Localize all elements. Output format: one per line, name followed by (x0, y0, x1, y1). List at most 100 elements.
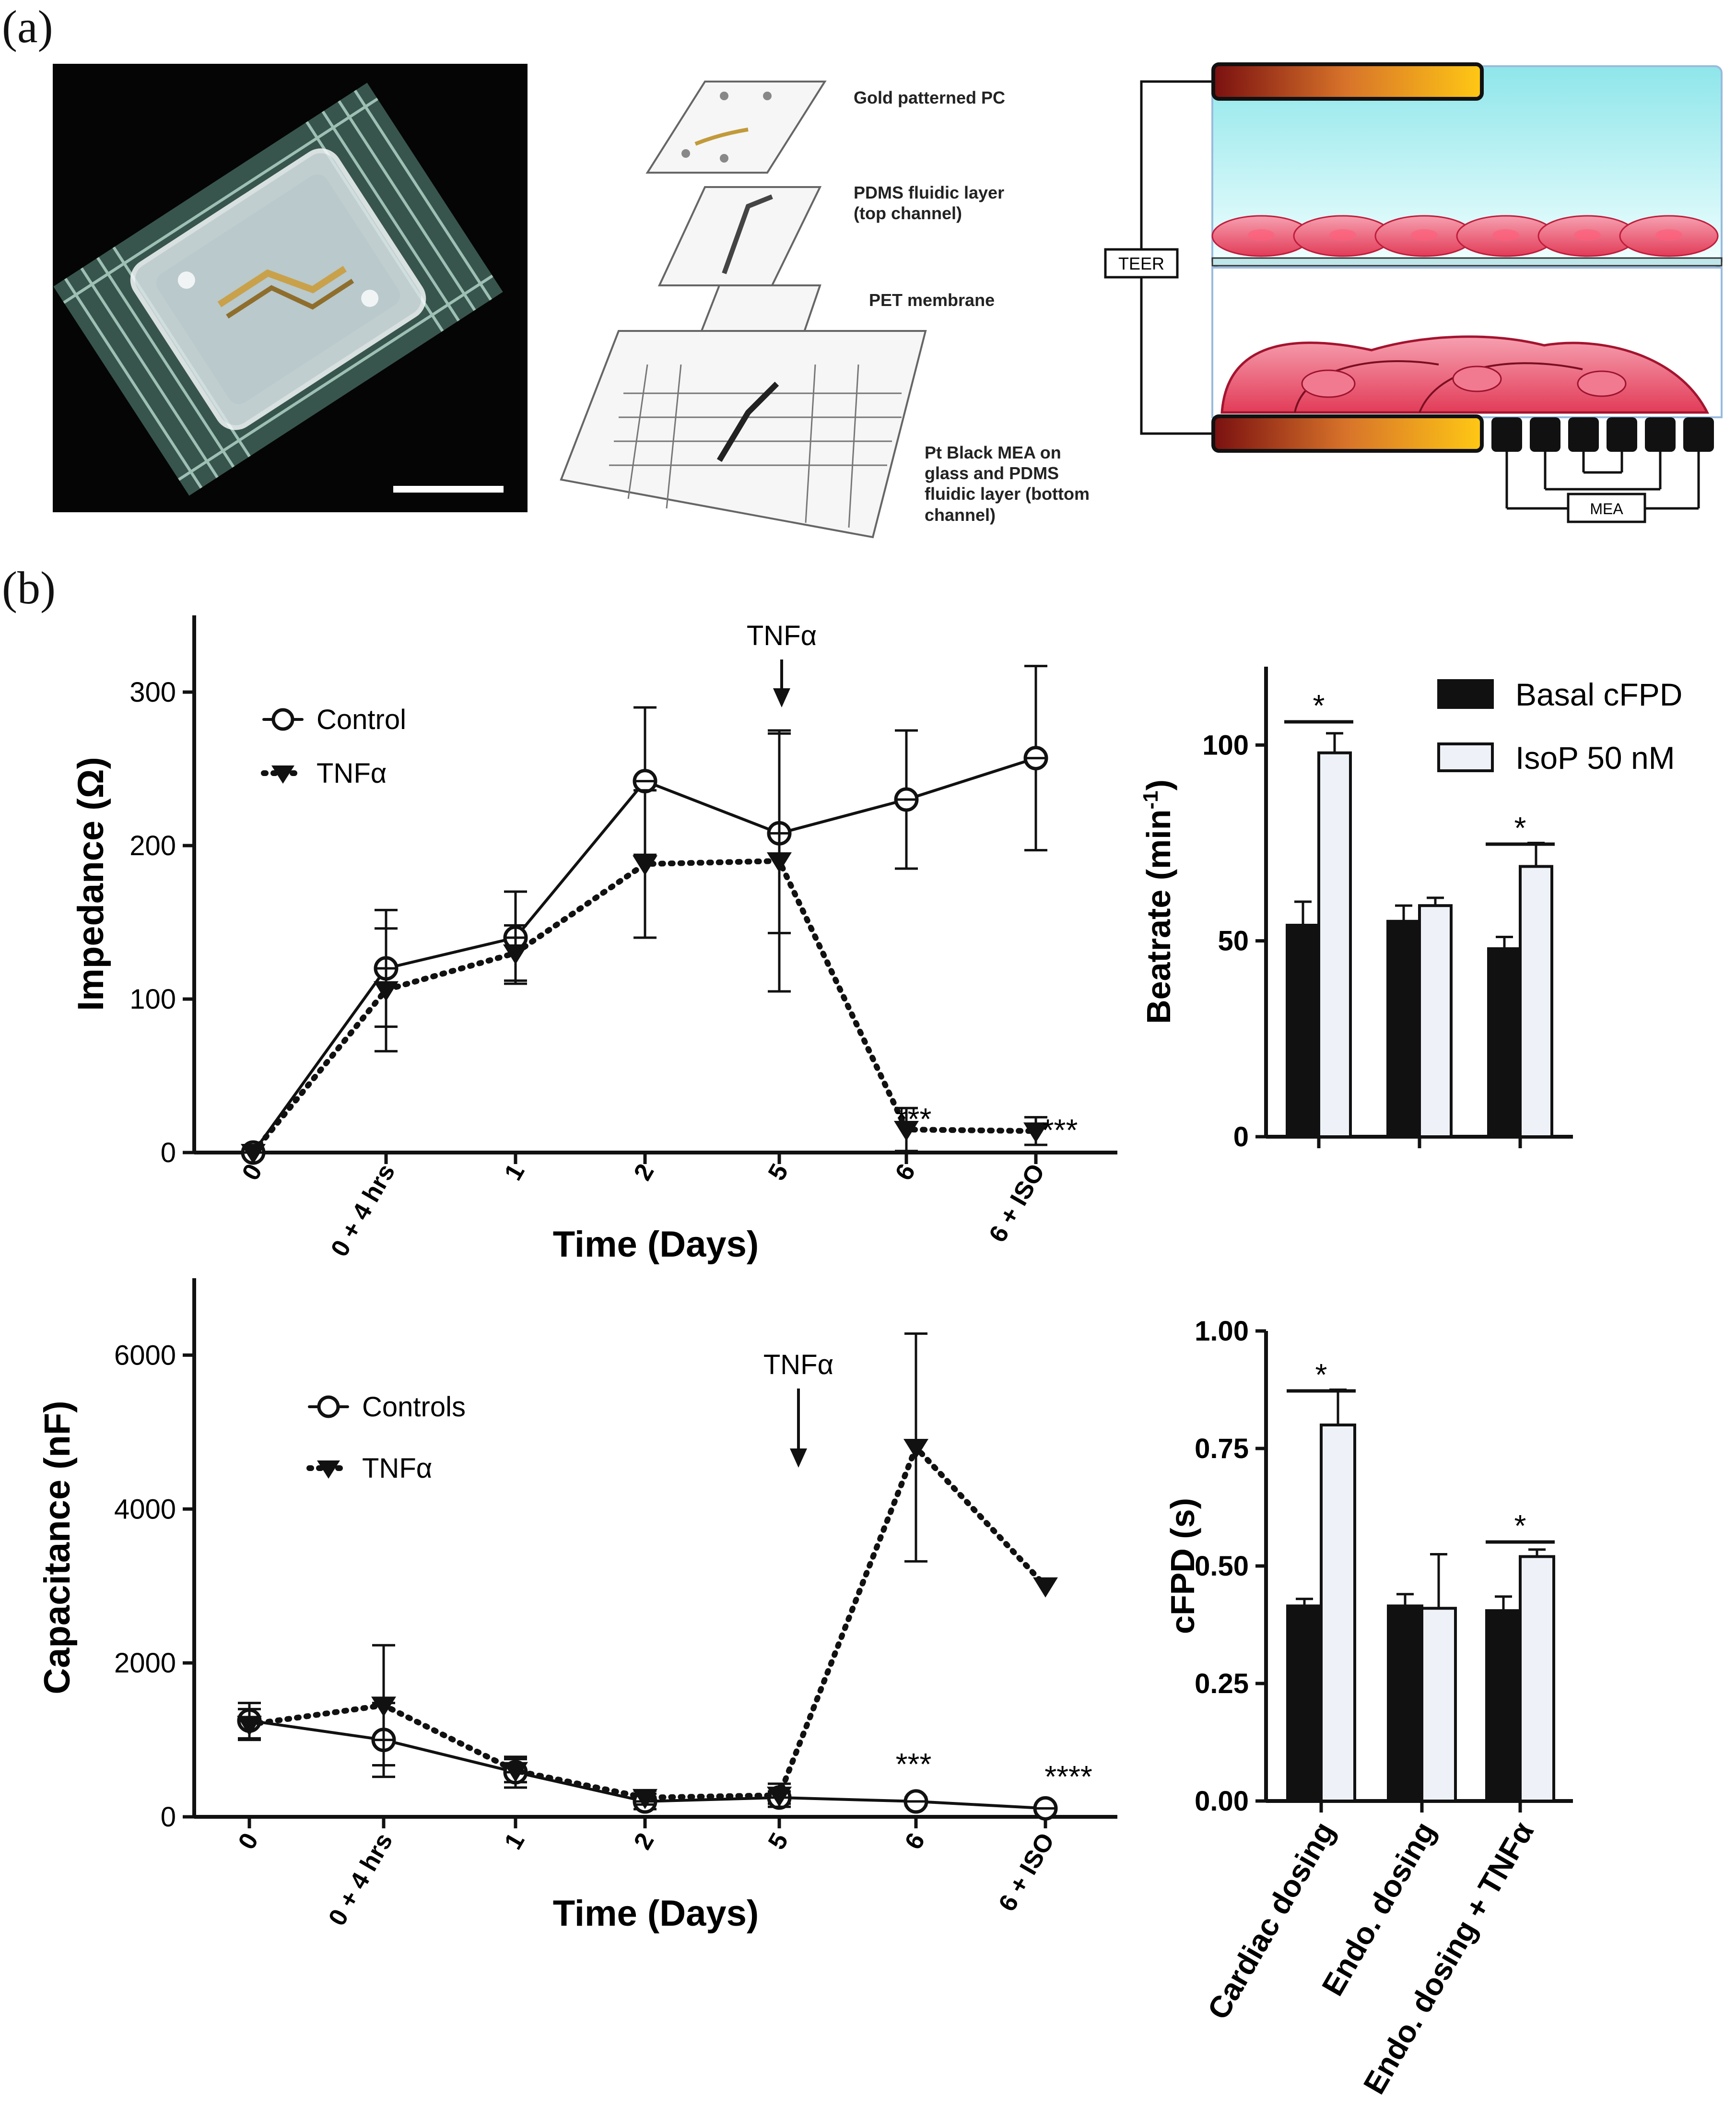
capacitance-xtick-label: 2 (629, 1828, 660, 1854)
impedance-point-triangle (503, 944, 528, 965)
cfpd-bar-basal (1485, 1609, 1522, 1803)
capacitance-legend-label: Controls (362, 1391, 466, 1423)
cfpd-chart: 0.00 0.25 0.50 0.75 1.00 cFPD (s) * * Cardiac do… (1164, 1316, 1573, 2100)
impedance-y-axis-title: Impedance (Ω) (70, 757, 111, 1011)
impedance-xtick-label: 0 + 4 hrs (326, 1159, 400, 1261)
capacitance-point-triangle (371, 1696, 396, 1717)
capacitance-xtick-label: 1 (499, 1828, 530, 1854)
cfpd-bar-isop (1519, 1555, 1555, 1802)
layer-label-pet: PET membrane (869, 290, 995, 310)
impedance-point-triangle (767, 852, 792, 872)
impedance-x-axis-title: Time (Days) (553, 1224, 759, 1265)
impedance-point-triangle (633, 855, 657, 876)
capacitance-series-line-1 (246, 1442, 1048, 1801)
capacitance-y-axis-title: Capacitance (nF) (37, 1401, 78, 1694)
cfpd-category-label: Endo. dosing + TNFα (1357, 1816, 1540, 2100)
capacitance-point-triangle (903, 1438, 928, 1459)
impedance-point-triangle (374, 981, 399, 1001)
beatrate-ytick-label: 0 (1233, 1121, 1249, 1153)
layer-label-pdms-top-line1: PDMS fluidic layer (854, 183, 1005, 202)
impedance-arrow-head (773, 688, 790, 707)
cfpd-significance-label: * (1315, 1357, 1327, 1392)
beatrate-legend-label: Basal cFPD (1515, 677, 1682, 712)
beatrate-legend-label: IsoP 50 nM (1515, 740, 1675, 776)
capacitance-legend-label: TNFα (362, 1453, 432, 1484)
cfpd-y-axis-title: cFPD (s) (1164, 1498, 1201, 1634)
layer-label-pdms-top-line2: (top channel) (854, 203, 962, 224)
capacitance-significance-label: **** (1044, 1759, 1092, 1794)
capacitance-point-triangle (767, 1787, 792, 1807)
capacitance-chart: 0 2000 4000 6000 0 0 + 4 hrs 1 2 5 6 6 + ISO Time (… (37, 1278, 1117, 1934)
capacitance-arrow-label: TNFα (763, 1349, 833, 1380)
capacitance-arrow-head (790, 1448, 807, 1468)
capacitance-point-triangle (237, 1716, 262, 1736)
cfpd-category-label: Cardiac dosing (1201, 1816, 1342, 2025)
cfpd-ytick-label: 0.50 (1195, 1551, 1249, 1582)
beatrate-bar-isop (1418, 904, 1453, 1138)
beatrate-chart: 0 50 100 Beatrate (min-1) * * Basal cFPD IsoP 5… (1139, 667, 1682, 1153)
capacitance-x-axis-title: Time (Days) (553, 1893, 759, 1934)
capacitance-ytick-label: 0 (161, 1801, 176, 1833)
layer-label-gold-pc: Gold patterned PC (854, 88, 1006, 107)
impedance-significance-label: *** (896, 1102, 932, 1136)
impedance-ytick-label: 200 (129, 830, 176, 861)
capacitance-legend-circle (317, 1395, 340, 1418)
layer-label-mea-line3: fluidic layer (bottom (925, 484, 1090, 504)
cfpd-bar-basal (1286, 1604, 1323, 1803)
capacitance-xtick-label: 6 (900, 1828, 931, 1854)
capacitance-point-triangle (633, 1789, 657, 1809)
beatrate-y-axis-title-main: Beatrate (min (1140, 810, 1177, 1024)
impedance-ytick-label: 300 (129, 677, 176, 708)
impedance-ytick-label: 0 (161, 1137, 176, 1168)
beatrate-significance-label: * (1514, 811, 1526, 845)
impedance-point-triangle (241, 1144, 266, 1164)
cfpd-bar-isop (1320, 1424, 1356, 1802)
capacitance-significance-label: *** (896, 1747, 932, 1781)
beatrate-legend-swatch (1437, 679, 1494, 709)
impedance-legend-label: Control (317, 704, 406, 735)
beatrate-bar-basal (1286, 924, 1320, 1138)
beatrate-y-axis-title-close: ) (1140, 779, 1177, 790)
capacitance-ytick-label: 6000 (114, 1340, 176, 1371)
capacitance-xtick-label: 5 (763, 1828, 794, 1854)
layer-label-mea: Pt Black MEA on glass and PDMS fluidic l… (925, 442, 1090, 525)
impedance-point-triangle (894, 1121, 919, 1141)
impedance-point-triangle (1023, 1122, 1048, 1143)
cfpd-ytick-label: 0.75 (1195, 1433, 1249, 1464)
beatrate-bar-basal (1386, 919, 1421, 1139)
impedance-significance-label: *** (1042, 1113, 1078, 1147)
cfpd-ytick-label: 0.00 (1195, 1786, 1249, 1817)
capacitance-xtick-label: 0 + 4 hrs (323, 1828, 398, 1930)
panel-label-a: (a) (2, 1, 53, 52)
layer-label-pdms-top: PDMS fluidic layer (top channel) (854, 182, 1004, 224)
beatrate-significance-label: * (1313, 688, 1325, 723)
impedance-legend-label: TNFα (317, 758, 387, 789)
cfpd-bar-isop (1420, 1607, 1457, 1802)
beatrate-legend-swatch (1437, 742, 1494, 772)
beatrate-y-axis-title: Beatrate (min-1) (1139, 779, 1177, 1024)
beatrate-y-axis-title-superscript: -1 (1139, 790, 1162, 809)
beatrate-ytick-label: 100 (1202, 730, 1249, 761)
impedance-legend-triangle (271, 765, 294, 784)
capacitance-legend-triangle (317, 1460, 340, 1479)
cfpd-bar-basal (1387, 1604, 1423, 1803)
panel-label-b: (b) (2, 562, 56, 613)
layer-label-mea-line1: Pt Black MEA on (925, 443, 1061, 462)
capacitance-ytick-label: 4000 (114, 1494, 176, 1525)
capacitance-point-triangle (1033, 1577, 1058, 1598)
impedance-ytick-label: 100 (129, 984, 176, 1015)
capacitance-xtick-label: 6 + ISO (993, 1828, 1060, 1916)
impedance-arrow-label: TNFα (747, 620, 817, 651)
impedance-xtick-label: 6 + ISO (984, 1159, 1050, 1247)
device-photo (53, 64, 528, 512)
capacitance-ytick-label: 2000 (114, 1648, 176, 1679)
beatrate-ytick-label: 50 (1218, 926, 1249, 957)
capacitance-point-triangle (503, 1762, 528, 1782)
cfpd-significance-label: * (1514, 1508, 1526, 1543)
beatrate-bar-isop (1519, 865, 1553, 1138)
cfpd-ytick-label: 1.00 (1195, 1316, 1249, 1347)
beatrate-bar-basal (1487, 947, 1522, 1138)
cfpd-ytick-label: 0.25 (1195, 1668, 1249, 1699)
